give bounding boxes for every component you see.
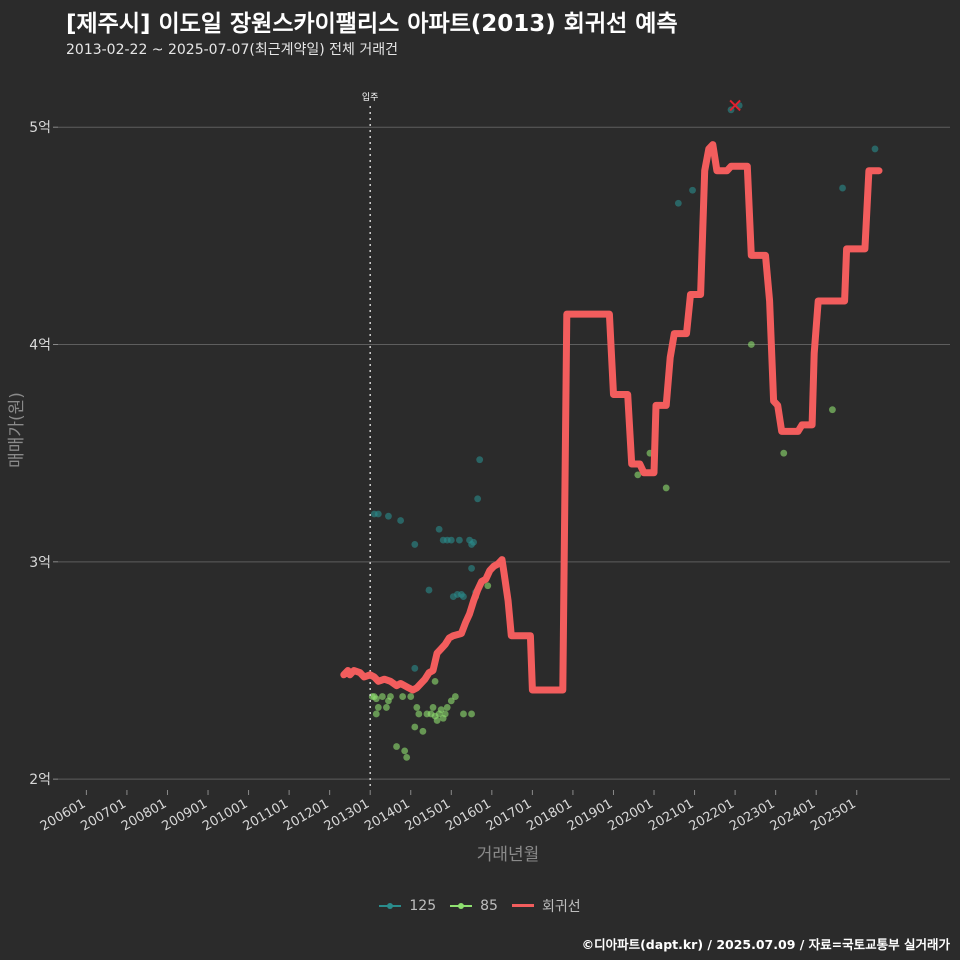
x-tick-label: 200601 xyxy=(38,796,88,834)
scatter-point-85 xyxy=(460,710,467,718)
x-tick-label: 202301 xyxy=(727,796,777,834)
legend-label-regression: 회귀선 xyxy=(541,899,581,915)
scatter-point-125 xyxy=(374,510,382,518)
y-tick-label: 2억 xyxy=(29,772,51,788)
scatter-point-125 xyxy=(689,186,696,194)
scatter-point-85 xyxy=(443,704,451,711)
scatter-point-125 xyxy=(385,512,392,520)
scatter-point-85 xyxy=(431,677,439,685)
scatter-point-85 xyxy=(634,471,642,479)
scatter-point-125 xyxy=(411,664,419,672)
legend-item-85: 85 xyxy=(450,898,498,914)
scatter-point-85 xyxy=(451,693,459,700)
scatter-point-85 xyxy=(393,743,400,750)
scatter-point-85 xyxy=(383,704,390,711)
x-tick-label: 202501 xyxy=(808,796,858,834)
x-tick-label: 201201 xyxy=(281,796,331,834)
scatter-point-85 xyxy=(484,582,492,590)
scatter-point-85 xyxy=(419,727,427,735)
legend-key-85 xyxy=(450,899,473,913)
scatter-point-85 xyxy=(433,717,441,724)
x-tick-label: 201001 xyxy=(200,796,250,834)
legend-key-125 xyxy=(379,899,402,913)
scatter-point-125 xyxy=(468,564,475,572)
y-axis-title: 매매가(원) xyxy=(7,392,27,468)
scatter-point-125 xyxy=(425,586,433,594)
legend-label-125: 125 xyxy=(409,898,437,914)
x-tick-label: 201401 xyxy=(362,796,412,834)
scatter-point-85 xyxy=(447,697,455,705)
legend-label-85: 85 xyxy=(480,898,498,914)
scatter-point-85 xyxy=(829,406,836,414)
x-tick-label: 201301 xyxy=(322,796,372,834)
scatter-point-85 xyxy=(403,754,411,761)
scatter-point-85 xyxy=(372,710,380,718)
x-tick-label: 200801 xyxy=(119,796,169,834)
x-tick-label: 202401 xyxy=(768,796,818,834)
scatter-point-125 xyxy=(456,536,463,544)
scatter-point-85 xyxy=(413,704,421,711)
x-tick-label: 200701 xyxy=(78,796,128,834)
x-tick-label: 202001 xyxy=(606,796,656,834)
scatter-point-85 xyxy=(780,449,788,457)
scatter-point-125 xyxy=(397,517,405,524)
legend-item-125: 125 xyxy=(379,898,436,914)
y-tick-label: 4억 xyxy=(29,338,51,354)
scatter-point-125 xyxy=(476,456,484,464)
scatter-point-85 xyxy=(429,704,437,711)
scatter-point-85 xyxy=(468,710,475,718)
scatter-point-85 xyxy=(437,706,445,713)
move-in-label: 입주 xyxy=(362,91,379,103)
scatter-point-125 xyxy=(839,184,846,192)
scatter-point-85 xyxy=(411,723,419,731)
x-tick-label: 200901 xyxy=(160,796,210,834)
regression-line xyxy=(340,141,883,694)
scatter-point-125 xyxy=(435,525,443,533)
x-tick-label: 201801 xyxy=(524,796,574,834)
chart-title: [제주시] 이도일 장원스카이팰리스 아파트(2013) 회귀선 예측 xyxy=(66,11,678,37)
x-tick-label: 201501 xyxy=(403,796,453,834)
x-tick-label: 201701 xyxy=(484,796,534,834)
scatter-point-125 xyxy=(411,541,419,548)
legend-key-regression xyxy=(511,899,534,913)
y-tick-label: 3억 xyxy=(29,555,51,571)
scatter-point-85 xyxy=(372,695,380,703)
scatter-point-125 xyxy=(474,495,482,503)
scatter-point-85 xyxy=(374,704,382,711)
scatter-point-125 xyxy=(871,145,879,153)
scatter-point-125 xyxy=(447,536,455,544)
scatter-point-125 xyxy=(470,538,477,546)
legend-item-regression: 회귀선 xyxy=(511,896,581,916)
chart-subtitle: 2013-02-22 ~ 2025-07-07(최근계약일) 전체 거래건 xyxy=(66,42,398,58)
scatter-point-85 xyxy=(401,747,409,755)
cancelled-deal-marker xyxy=(729,99,741,112)
scatter-point-85 xyxy=(441,710,449,718)
scatter-point-85 xyxy=(385,697,392,705)
scatter-point-125 xyxy=(674,199,682,207)
x-tick-label: 201101 xyxy=(241,796,291,834)
scatter-point-85 xyxy=(399,693,407,700)
y-tick-label: 5억 xyxy=(29,120,51,136)
scatter-point-125 xyxy=(460,593,467,600)
scatter-point-85 xyxy=(407,693,415,700)
scatter-point-85 xyxy=(378,693,386,700)
x-tick-label: 202101 xyxy=(646,796,696,834)
scatter-point-85 xyxy=(662,484,670,492)
x-tick-label: 202201 xyxy=(687,796,737,834)
scatter-point-85 xyxy=(415,710,423,718)
scatter-point-85 xyxy=(747,341,755,348)
x-axis-title: 거래년월 xyxy=(477,845,540,865)
legend: 125 85 회귀선 xyxy=(0,896,960,916)
source-caption: ©디아파트(dapt.kr) / 2025.07.09 / 자료=국토교통부 실… xyxy=(581,937,950,952)
x-tick-label: 201901 xyxy=(565,796,615,834)
x-tick-label: 201601 xyxy=(443,796,493,834)
